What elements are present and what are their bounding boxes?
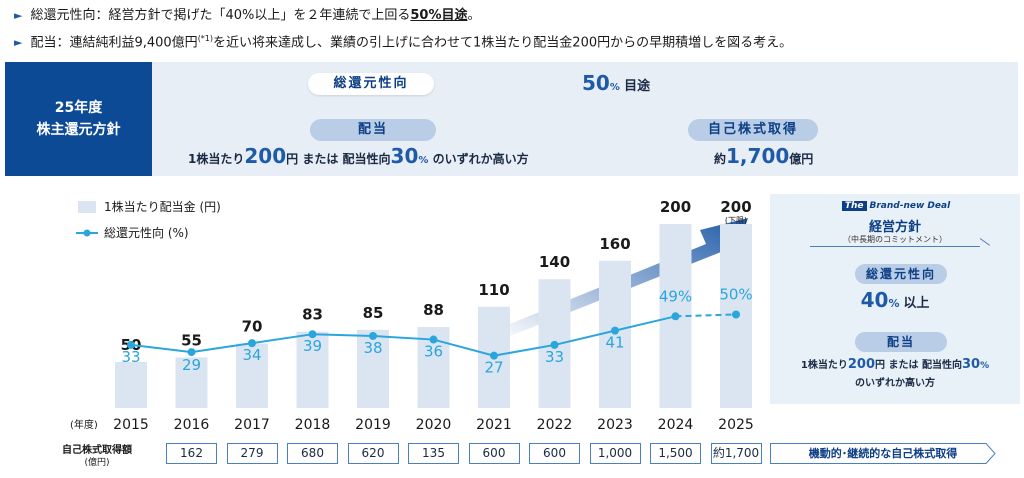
buyback-value-box: 1,000	[589, 443, 641, 464]
triangle-arrow-icon: ►	[14, 36, 23, 50]
brand-new-deal-panel: The Brand-new Deal 経営方針 （中長期のコミットメント） 総還元…	[770, 194, 1020, 404]
bar-value-label: 140	[539, 253, 570, 271]
bullet-emphasis: 50%目途	[410, 8, 468, 23]
policy-detail-box: 総還元性向 50% 目途 配当 1株当たり200円 または 配当性向30% のい…	[152, 62, 1018, 176]
line-value-label: 27	[484, 359, 503, 377]
triangle-arrow-icon: ►	[14, 9, 23, 22]
buyback-value-box: 680	[287, 443, 338, 464]
brand-title: 経営方針	[868, 220, 921, 235]
buyback-value-box: 162	[166, 443, 217, 464]
x-tick-label: 2019	[355, 417, 391, 433]
brand-subtitle: （中長期のコミットメント）	[843, 235, 947, 244]
bar-value-label: 85	[363, 304, 384, 322]
buyback-pill: 自己株式取得	[688, 119, 818, 141]
line-value-label: 49%	[659, 287, 692, 305]
total-return-line-forecast	[675, 313, 737, 318]
bar-value-label: 160	[599, 235, 630, 253]
buyback-row-label: 自己株式取得額 (億円)	[62, 445, 132, 468]
dividend-text: 1株当たり200円 または 配当性向30% のいずれか高い方	[188, 144, 529, 168]
brand-dividend-pill: 配当	[855, 332, 947, 352]
x-tick-label: 2021	[476, 417, 512, 433]
bullet-total-return: ► 総還元性向：経営方針で掲げた「40%以上」を２年連続で上回る50%目途。	[14, 8, 481, 23]
bar-value-label: 88	[423, 301, 444, 319]
brand-tag: The Brand-new Deal	[836, 200, 956, 212]
line-point-2020	[429, 335, 438, 344]
line-value-label: 29	[182, 356, 201, 374]
buyback-value-box: 約1,700	[710, 443, 762, 464]
brand-return-pill: 総還元性向	[855, 264, 947, 284]
x-tick-label: 2020	[416, 417, 452, 433]
line-value-label: 33	[121, 348, 140, 366]
line-value-label: 33	[545, 348, 564, 366]
x-tick-label: 2022	[537, 417, 573, 433]
bar-2016	[175, 357, 208, 408]
bar-value-label: 200	[660, 198, 691, 216]
bar-2015	[115, 362, 147, 408]
x-tick-label: 2025	[718, 417, 754, 433]
bar-2017	[236, 343, 268, 408]
x-tick-label: 2015	[113, 417, 149, 433]
brand-dividend-line2: のいずれか高い方	[855, 378, 935, 389]
line-point-2015	[127, 340, 135, 349]
total-return-line	[130, 315, 676, 357]
line-value-label: 50%	[719, 286, 752, 304]
buyback-value-box: 600	[529, 443, 580, 464]
line-point-2021	[490, 351, 498, 360]
buyback-text: 約1,700億円	[714, 144, 814, 168]
x-unit-label: (年度)	[70, 418, 98, 431]
x-tick-label: 2017	[234, 417, 270, 433]
total-return-value: 50% 目途	[582, 71, 651, 95]
x-tick-label: 2016	[174, 417, 210, 433]
x-tick-label: 2023	[597, 417, 633, 433]
dividend-pill: 配当	[310, 119, 436, 141]
line-point-2022	[550, 340, 559, 349]
bar-2019	[357, 329, 389, 408]
brand-return-value: 40% 以上	[860, 288, 930, 312]
line-point-2024	[671, 312, 680, 321]
lower-limit-note: (下限)	[725, 216, 747, 225]
buyback-value-box: 620	[347, 443, 399, 464]
divider	[810, 246, 980, 247]
legend-line-label: 総還元性向 (%)	[104, 225, 189, 240]
bar-value-label: 55	[181, 331, 202, 349]
bar-value-label: 70	[242, 318, 263, 336]
bar-value-label: 200	[720, 198, 751, 216]
line-value-label: 36	[424, 343, 443, 361]
line-point-2025	[732, 310, 740, 319]
line-value-label: 39	[303, 337, 322, 355]
legend-bar-swatch	[78, 201, 96, 213]
line-point-2023	[611, 326, 619, 335]
buyback-future-arrow: 機動的･継続的な自己株式取得	[770, 443, 996, 464]
line-value-label: 41	[605, 334, 624, 352]
buyback-value-box: 1,500	[650, 443, 701, 464]
line-point-2019	[369, 331, 377, 340]
line-point-2018	[308, 330, 317, 339]
line-point-2016	[187, 348, 196, 357]
bullet-dividend: ► 配当：連結純利益9,400億円(*1)を近い将来達成し、業績の引上げに合わせて…	[14, 34, 793, 51]
buyback-value-box: 279	[226, 443, 278, 464]
policy-title-box: 25年度 株主還元方針	[5, 62, 152, 176]
chart-legend: 1株当たり配当金 (円) 総還元性向 (%)	[76, 199, 221, 240]
total-return-pill: 総還元性向	[308, 73, 434, 95]
legend-bar-label: 1株当たり配当金 (円)	[104, 199, 221, 214]
x-tick-label: 2018	[295, 417, 331, 433]
bar-2018	[296, 331, 329, 408]
legend-line-marker	[83, 229, 91, 237]
buyback-value-box: 135	[408, 443, 459, 464]
bar-value-label: 110	[478, 281, 509, 299]
buyback-value-box: 600	[468, 443, 520, 464]
line-point-2017	[248, 339, 256, 348]
brand-dividend-line1: 1株当たり200円 または 配当性向30%	[800, 357, 990, 372]
line-value-label: 34	[242, 346, 261, 364]
line-value-label: 38	[363, 339, 382, 357]
x-tick-label: 2024	[658, 417, 694, 433]
bar-value-label: 83	[302, 306, 323, 324]
